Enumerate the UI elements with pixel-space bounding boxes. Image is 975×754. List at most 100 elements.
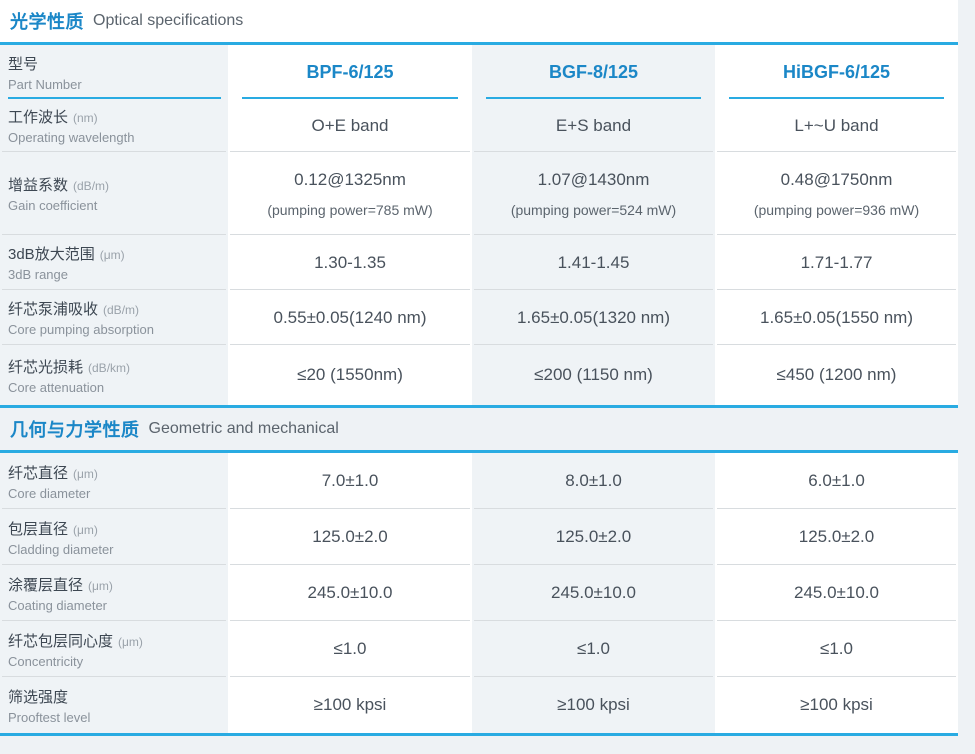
spec-value: ≤1.0	[333, 639, 367, 658]
column-header-bgf: BGF-8/125	[472, 45, 715, 99]
row-label-en: Core diameter	[8, 485, 91, 501]
spec-value: 245.0±10.0	[307, 583, 393, 602]
spec-value: 6.0±1.0	[808, 471, 865, 490]
row-label-cell: 纤芯包层同心度 (μm) Concentricity	[0, 621, 228, 677]
spec-value: 8.0±1.0	[565, 471, 622, 490]
row-label-cell: 纤芯直径 (μm) Core diameter	[0, 453, 228, 509]
row-label-cell: 包层直径 (μm) Cladding diameter	[0, 509, 228, 565]
spec-value: ≥100 kpsi	[800, 695, 873, 714]
row-label-zh: 涂覆层直径	[8, 576, 84, 594]
row-label-zh: 纤芯包层同心度	[8, 632, 114, 650]
row-label-en: Operating wavelength	[8, 130, 135, 145]
spec-cell: O+E band	[228, 99, 472, 152]
row-label-en: Core pumping absorption	[8, 322, 154, 337]
spec-cell: 1.07@1430nm (pumping power=524 mW)	[472, 152, 715, 235]
spec-cell: 125.0±2.0	[472, 509, 715, 565]
spec-cell: ≤20 (1550nm)	[228, 345, 472, 405]
row-label-zh: 增益系数	[8, 177, 69, 194]
spec-value: ≤200 (1150 nm)	[534, 365, 653, 384]
optical-title-zh: 光学性质	[10, 12, 84, 32]
spec-value: ≥100 kpsi	[557, 695, 630, 714]
row-label-unit: (μm)	[118, 634, 143, 649]
row-label-unit: (μm)	[73, 522, 98, 537]
spec-value: 125.0±2.0	[312, 527, 388, 546]
row-label-unit: (dB/m)	[103, 303, 140, 317]
row-label-en: 3dB range	[8, 267, 68, 282]
row-label-cell: 工作波长 (nm) Operating wavelength	[0, 99, 228, 152]
row-core-attenuation: 纤芯光损耗 (dB/km) Core attenuation ≤20 (1550n…	[0, 345, 958, 405]
geometric-title-zh: 几何与力学性质	[10, 420, 140, 440]
optical-section-title: 光学性质 Optical specifications	[0, 0, 958, 42]
part-number-label-en: Part Number	[8, 76, 82, 92]
row-label-zh: 纤芯光损耗	[8, 358, 84, 376]
row-label-unit: (μm)	[99, 248, 125, 262]
geometric-section-title: 几何与力学性质 Geometric and mechanical	[0, 408, 958, 450]
spec-cell: 245.0±10.0	[228, 565, 472, 621]
spec-value: 1.65±0.05(1550 nm)	[760, 307, 913, 327]
row-3db-range: 3dB放大范围 (μm) 3dB range 1.30-1.35 1.41-1.4…	[0, 235, 958, 290]
spec-cell: 1.30-1.35	[228, 235, 472, 290]
row-label-en: Prooftest level	[8, 709, 91, 725]
spec-value: ≤1.0	[820, 639, 853, 658]
optical-table-bottom-line	[0, 405, 958, 408]
row-core-pumping-absorption: 纤芯泵浦吸收 (dB/m) Core pumping absorption 0.5…	[0, 290, 958, 345]
spec-cell: 8.0±1.0	[472, 453, 715, 509]
geometric-title-en: Geometric and mechanical	[148, 420, 339, 437]
spec-cell: E+S band	[472, 99, 715, 152]
row-operating-wavelength: 工作波长 (nm) Operating wavelength O+E band E…	[0, 99, 958, 152]
row-label-unit: (dB/km)	[88, 360, 131, 375]
spec-cell: ≥100 kpsi	[228, 677, 472, 733]
spec-value: 1.07@1430nm	[537, 169, 650, 189]
spec-value: ≥100 kpsi	[313, 695, 387, 714]
spec-value: 7.0±1.0	[321, 471, 379, 490]
spec-cell: ≤1.0	[472, 621, 715, 677]
geometric-spec-table: 纤芯直径 (μm) Core diameter 7.0±1.0 8.0±1.0 6…	[0, 453, 958, 733]
spec-cell: L+~U band	[715, 99, 958, 152]
row-label-en: Core attenuation	[8, 379, 105, 395]
spec-cell: 245.0±10.0	[472, 565, 715, 621]
spec-value: E+S band	[555, 115, 632, 135]
row-label-unit: (μm)	[73, 466, 98, 481]
spec-value: 125.0±2.0	[798, 527, 875, 546]
row-label-zh: 纤芯直径	[8, 464, 69, 482]
spec-value: 1.30-1.35	[314, 252, 386, 272]
column-header-bpf: BPF-6/125	[228, 45, 472, 99]
part-number-label-cell: 型号 Part Number	[0, 45, 228, 99]
row-label-en: Gain coefficient	[8, 198, 98, 213]
spec-cell: 125.0±2.0	[228, 509, 472, 565]
row-cladding-diameter: 包层直径 (μm) Cladding diameter 125.0±2.0 125…	[0, 509, 958, 565]
spec-value: ≤1.0	[577, 639, 610, 658]
spec-sheet-content: 光学性质 Optical specifications 型号 Part Numb…	[0, 0, 958, 736]
optical-table-top-line	[0, 42, 958, 45]
row-label-zh: 3dB放大范围	[8, 246, 95, 263]
spec-value: 0.55±0.05(1240 nm)	[273, 307, 427, 327]
optical-spec-table: 型号 Part Number BPF-6/125 BGF-8/125 HiBGF…	[0, 45, 958, 405]
spec-subvalue: (pumping power=524 mW)	[510, 201, 677, 218]
spec-cell: 1.71-1.77	[715, 235, 958, 290]
spec-cell: 1.65±0.05(1320 nm)	[472, 290, 715, 345]
row-label-cell: 3dB放大范围 (μm) 3dB range	[0, 235, 228, 290]
spec-cell: ≥100 kpsi	[472, 677, 715, 733]
row-label-cell: 筛选强度 Prooftest level	[0, 677, 228, 733]
row-label-zh: 筛选强度	[8, 688, 69, 706]
spec-cell: 1.65±0.05(1550 nm)	[715, 290, 958, 345]
spec-cell: ≤450 (1200 nm)	[715, 345, 958, 405]
row-label-zh: 纤芯泵浦吸收	[8, 301, 99, 318]
row-label-unit: (dB/m)	[73, 179, 110, 193]
row-label-cell: 纤芯光损耗 (dB/km) Core attenuation	[0, 345, 228, 405]
row-label-cell: 增益系数 (dB/m) Gain coefficient	[0, 152, 228, 235]
row-core-diameter: 纤芯直径 (μm) Core diameter 7.0±1.0 8.0±1.0 6…	[0, 453, 958, 509]
row-label-zh: 包层直径	[8, 520, 69, 538]
part-number-label-zh: 型号	[8, 55, 39, 73]
spec-cell: 125.0±2.0	[715, 509, 958, 565]
row-label-unit: (nm)	[73, 111, 98, 125]
spec-value: 245.0±10.0	[551, 583, 636, 602]
row-label-cell: 纤芯泵浦吸收 (dB/m) Core pumping absorption	[0, 290, 228, 345]
spec-cell: ≤1.0	[715, 621, 958, 677]
spec-cell: ≤1.0	[228, 621, 472, 677]
row-label-zh: 工作波长	[8, 109, 69, 126]
spec-value: ≤450 (1200 nm)	[776, 365, 897, 384]
spec-value: 1.65±0.05(1320 nm)	[517, 307, 670, 327]
spec-cell: 245.0±10.0	[715, 565, 958, 621]
